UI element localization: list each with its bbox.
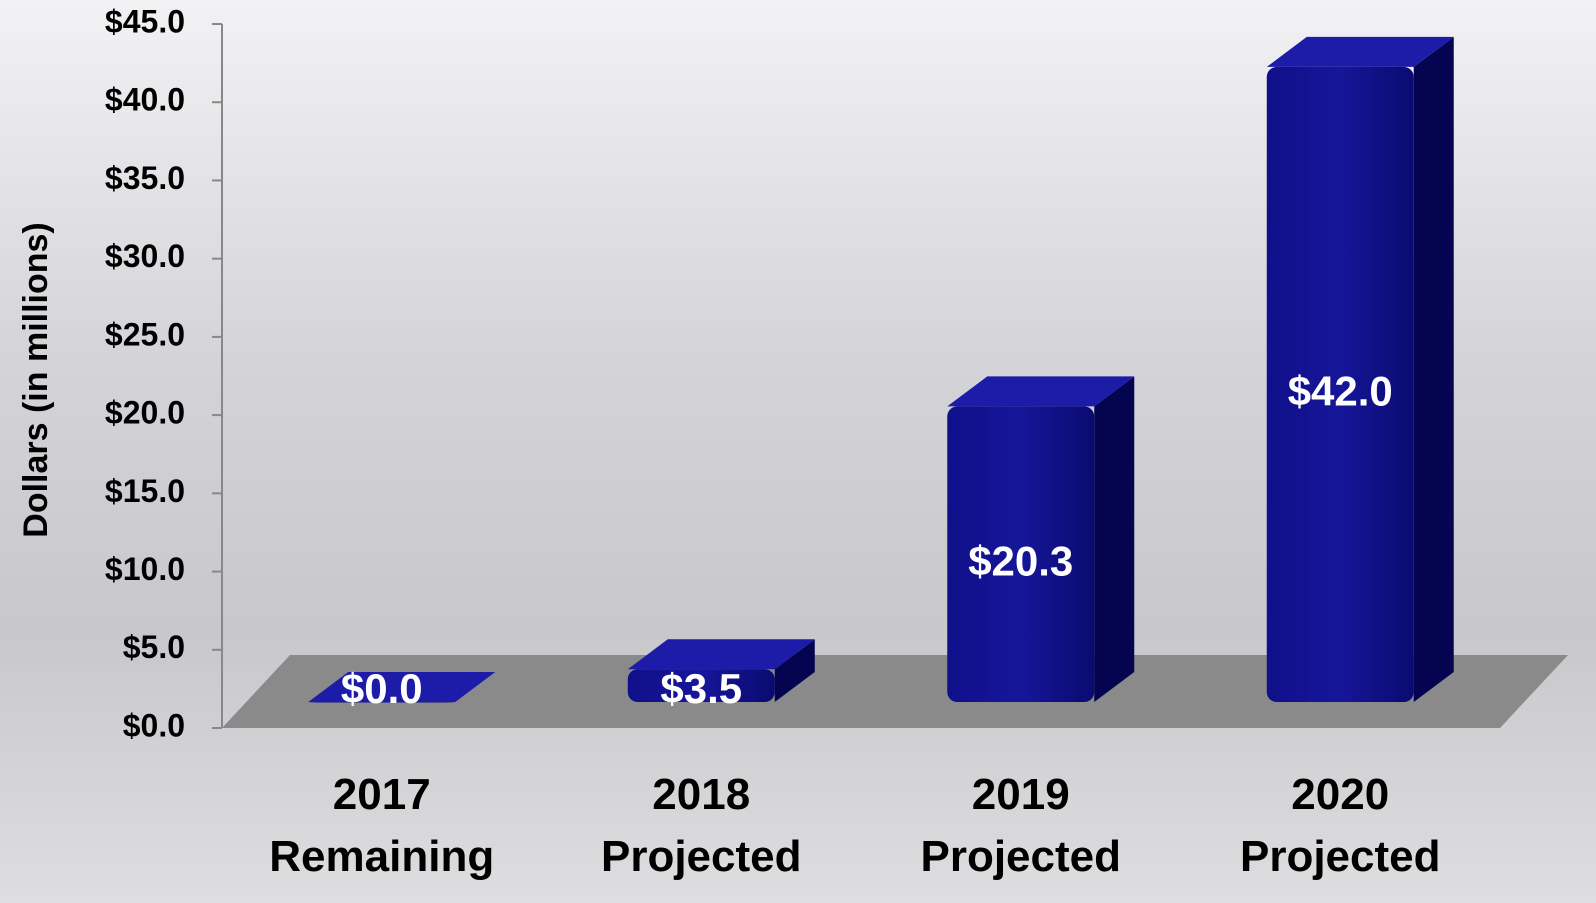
bar	[627, 639, 815, 702]
x-tick-label: 2020 Projected	[1240, 770, 1441, 881]
y-tick-label: $10.0	[105, 551, 185, 587]
bar-side	[1413, 36, 1454, 702]
x-tick-line: Projected	[601, 832, 802, 881]
x-tick-line: Remaining	[269, 832, 494, 881]
bar-front	[308, 702, 456, 703]
value-label: $0.0	[341, 665, 423, 712]
x-tick-line: 2019	[972, 770, 1070, 819]
bar-top	[1266, 36, 1454, 67]
y-tick-label: $40.0	[105, 82, 185, 118]
y-axis-label: Dollars (in millions)	[17, 222, 55, 537]
x-tick-label: 2018 Projected	[601, 770, 802, 881]
x-tick-line: Projected	[920, 832, 1121, 881]
x-tick-label: 2019 Projected	[920, 770, 1121, 881]
y-tick-label: $30.0	[105, 238, 185, 274]
x-tick-label: 2017 Remaining	[269, 770, 494, 881]
y-tick-label: $15.0	[105, 473, 185, 509]
x-tick-line: 2020	[1291, 770, 1389, 819]
x-tick-line: 2017	[333, 770, 431, 819]
x-tick-line: 2018	[652, 770, 750, 819]
y-tick-label: $25.0	[105, 316, 185, 352]
bar-top	[627, 639, 815, 670]
bar-front	[947, 406, 1095, 702]
value-label: $42.0	[1288, 368, 1393, 415]
y-tick-label: $0.0	[123, 707, 185, 743]
bar-front	[627, 669, 775, 702]
x-tick-line: Projected	[1240, 832, 1441, 881]
bar-side	[774, 639, 815, 702]
bar	[1266, 36, 1454, 702]
value-label: $20.3	[968, 537, 1073, 584]
bar	[308, 672, 496, 703]
bar-front	[1266, 66, 1414, 702]
y-tick-label: $45.0	[105, 3, 185, 39]
value-label: $3.5	[660, 665, 742, 712]
floor	[222, 655, 1568, 728]
bar-top	[308, 672, 496, 702]
bar	[947, 376, 1135, 702]
y-tick-label: $20.0	[105, 395, 185, 431]
bar-top	[947, 376, 1135, 407]
y-tick-label: $5.0	[123, 629, 185, 665]
bar-side	[1094, 376, 1135, 702]
y-tick-label: $35.0	[105, 160, 185, 196]
